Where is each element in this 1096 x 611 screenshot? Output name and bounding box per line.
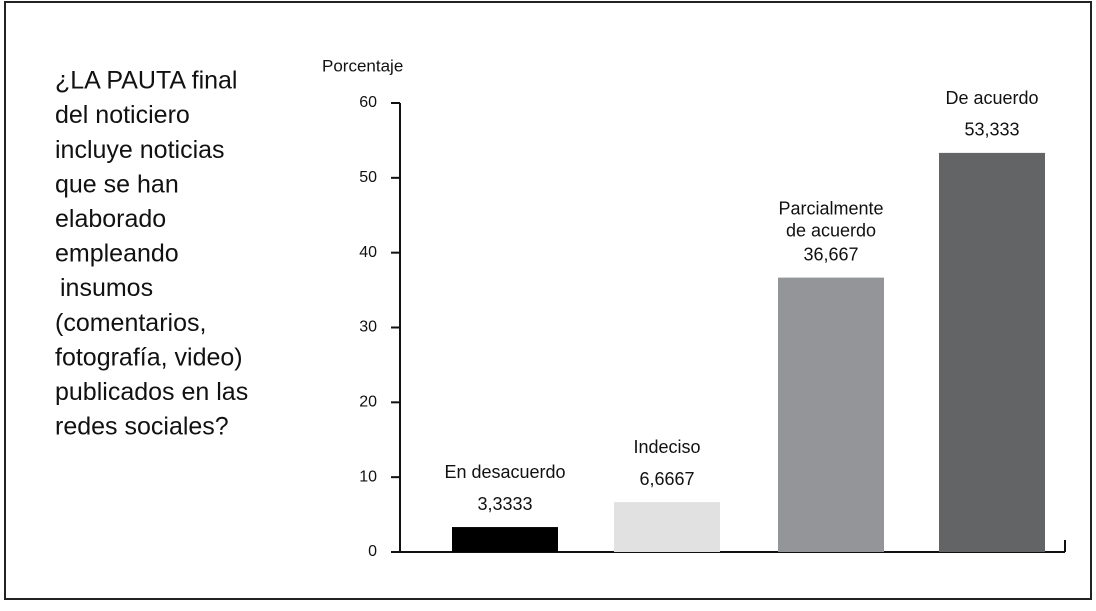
question-line: ¿LA PAUTA final — [55, 67, 237, 95]
question-line: fotografía, video) — [55, 343, 243, 371]
value-label: 53,333 — [964, 120, 1019, 140]
y-tick-label: 0 — [368, 543, 377, 560]
value-label: 36,667 — [803, 244, 858, 264]
bar — [452, 527, 558, 552]
question-line: del noticiero — [55, 101, 190, 129]
bar — [614, 502, 720, 552]
y-tick-label: 30 — [359, 319, 377, 336]
question-line: redes sociales? — [55, 413, 229, 441]
bar — [778, 277, 884, 552]
y-axis-label: Porcentaje — [322, 56, 403, 75]
y-tick-label: 60 — [359, 94, 377, 111]
question-line: empleando — [55, 240, 179, 268]
question-line: insumos — [60, 274, 153, 302]
value-label: 6,6667 — [639, 469, 694, 489]
category-label: En desacuerdo — [444, 462, 565, 482]
category-label: Parcialmente de acuerdo — [778, 198, 883, 240]
question-line: incluye noticias — [55, 136, 225, 164]
question-line: que se han — [55, 170, 179, 198]
value-label: 3,3333 — [477, 494, 532, 514]
category-label: De acuerdo — [945, 88, 1038, 108]
y-tick-label: 50 — [359, 169, 377, 186]
bar — [939, 152, 1045, 552]
y-tick-label: 10 — [359, 468, 377, 485]
y-tick-label: 20 — [359, 394, 377, 411]
frame — [4, 1, 1092, 600]
category-label: Indeciso — [633, 437, 700, 457]
question-line: elaborado — [55, 205, 166, 233]
question-line: (comentarios, — [55, 309, 206, 337]
y-tick-label: 40 — [359, 244, 377, 261]
question-line: publicados en las — [55, 378, 248, 406]
